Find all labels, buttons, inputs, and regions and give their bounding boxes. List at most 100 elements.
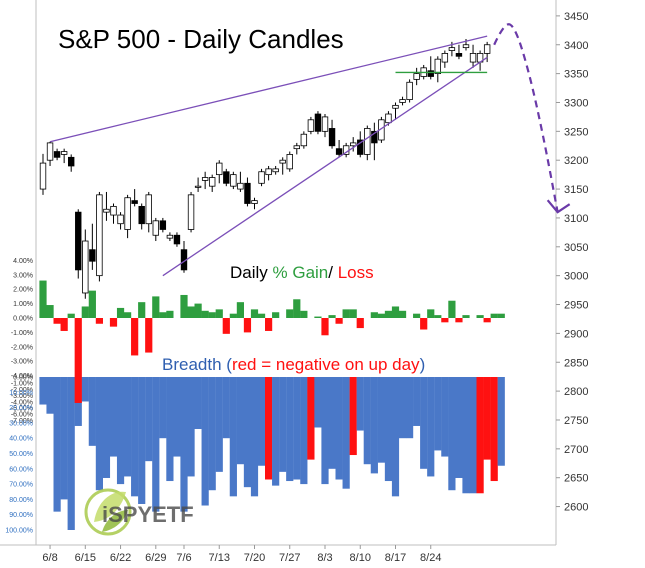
candle-body bbox=[328, 128, 336, 147]
gain-bar bbox=[342, 309, 350, 318]
price-tick-label: 3000 bbox=[564, 271, 588, 283]
candle-body bbox=[399, 99, 406, 103]
candle-body bbox=[462, 44, 470, 49]
price-tick-label: 3300 bbox=[564, 97, 588, 109]
gain-bar bbox=[448, 300, 456, 318]
lower-wedge-trendline bbox=[162, 56, 488, 277]
breadth-bar bbox=[307, 377, 315, 460]
breadth-bar bbox=[398, 377, 407, 439]
date-tick-label: 6/22 bbox=[110, 552, 131, 564]
gain-tick-label: 3.00% bbox=[13, 272, 33, 279]
breadth-bar bbox=[201, 377, 209, 506]
gain-label-prefix: Daily bbox=[230, 263, 273, 282]
candle-body bbox=[300, 133, 308, 147]
candle-body bbox=[152, 220, 159, 236]
gain-bar bbox=[88, 290, 96, 318]
candle-body bbox=[138, 205, 145, 225]
price-tick-label: 2800 bbox=[564, 386, 588, 398]
breadth-bar bbox=[293, 377, 301, 480]
candle bbox=[434, 56, 441, 83]
candle bbox=[469, 44, 477, 68]
candle bbox=[364, 125, 371, 161]
candle-body bbox=[455, 53, 463, 57]
gain-bar bbox=[462, 315, 470, 318]
candle-body bbox=[448, 47, 456, 51]
candle-body bbox=[166, 234, 174, 239]
breadth-bar bbox=[60, 377, 68, 500]
candle-body bbox=[286, 154, 293, 170]
breadth-bar bbox=[95, 377, 103, 491]
candle bbox=[138, 203, 145, 230]
projection-arrowhead bbox=[546, 199, 571, 214]
breadth-top-tick-label: -4.00% bbox=[11, 399, 33, 406]
breadth-bar bbox=[222, 377, 230, 439]
gain-bar bbox=[427, 309, 435, 318]
gain-tick-label: -1.00% bbox=[11, 330, 33, 337]
gain-bar bbox=[194, 303, 202, 318]
breadth-bar bbox=[102, 377, 111, 478]
gain-tick-label: -3.00% bbox=[11, 359, 33, 366]
breadth-bar bbox=[497, 377, 505, 466]
breadth-bar bbox=[81, 377, 89, 402]
breadth-bar bbox=[173, 377, 181, 457]
candle bbox=[483, 41, 491, 63]
candle-body bbox=[258, 171, 265, 184]
candle-body bbox=[469, 53, 477, 63]
gain-bar bbox=[74, 318, 82, 403]
candle bbox=[60, 148, 68, 164]
ispyetf-logo: iSPYETF bbox=[84, 488, 194, 536]
breadth-bar bbox=[448, 377, 456, 491]
candle-body bbox=[68, 156, 75, 167]
breadth-bar bbox=[300, 377, 308, 485]
candle-body bbox=[483, 44, 491, 54]
breadth-top-tick-label: -7.00% bbox=[11, 418, 33, 425]
breadth-bar bbox=[67, 377, 75, 530]
candle-body bbox=[124, 197, 131, 230]
candle bbox=[237, 171, 244, 192]
candle-body bbox=[307, 119, 315, 132]
breadth-tick-label: 40.00% bbox=[9, 436, 33, 443]
projection-arrow bbox=[493, 23, 571, 214]
breadth-top-tick-label: -2.00% bbox=[11, 387, 33, 394]
candle-body bbox=[145, 194, 152, 225]
candle-body bbox=[46, 142, 54, 161]
breadth-tick-label: 20.00% bbox=[9, 405, 33, 412]
gain-bar bbox=[152, 296, 160, 318]
candle-body bbox=[39, 162, 47, 190]
candle bbox=[272, 165, 279, 175]
candle bbox=[124, 194, 131, 239]
candle bbox=[321, 114, 329, 138]
gain-bar bbox=[187, 306, 195, 318]
candle bbox=[399, 96, 406, 106]
price-tick-label: 2750 bbox=[564, 415, 588, 427]
candle-body bbox=[349, 142, 357, 147]
candle-body bbox=[427, 70, 434, 77]
gain-bar bbox=[391, 306, 400, 318]
candle-body bbox=[413, 73, 420, 80]
candle-body bbox=[293, 145, 300, 150]
date-tick-label: 8/3 bbox=[317, 552, 332, 564]
date-tick-label: 6/15 bbox=[75, 552, 96, 564]
breadth-bar bbox=[286, 377, 294, 482]
gain-bar bbox=[138, 302, 146, 318]
breadth-bar bbox=[152, 377, 160, 512]
gain-bar bbox=[265, 318, 273, 331]
gain-bar bbox=[116, 307, 125, 318]
candle bbox=[46, 141, 54, 166]
candle bbox=[300, 131, 308, 149]
gain-bar bbox=[398, 310, 407, 318]
gain-bar bbox=[95, 318, 103, 324]
gain-bar bbox=[250, 309, 259, 318]
breadth-bar bbox=[88, 377, 96, 446]
breadth-bar bbox=[356, 377, 364, 431]
candle bbox=[406, 79, 413, 103]
candle-body bbox=[159, 220, 167, 230]
candle bbox=[173, 232, 181, 247]
breadth-bar bbox=[427, 377, 435, 477]
breadth-bar bbox=[462, 377, 470, 494]
breadth-bar bbox=[257, 377, 266, 466]
candle bbox=[82, 229, 89, 299]
breadth-tick-label: 80.00% bbox=[9, 497, 33, 504]
breadth-bar bbox=[194, 377, 202, 430]
breadth-bar bbox=[180, 377, 188, 512]
